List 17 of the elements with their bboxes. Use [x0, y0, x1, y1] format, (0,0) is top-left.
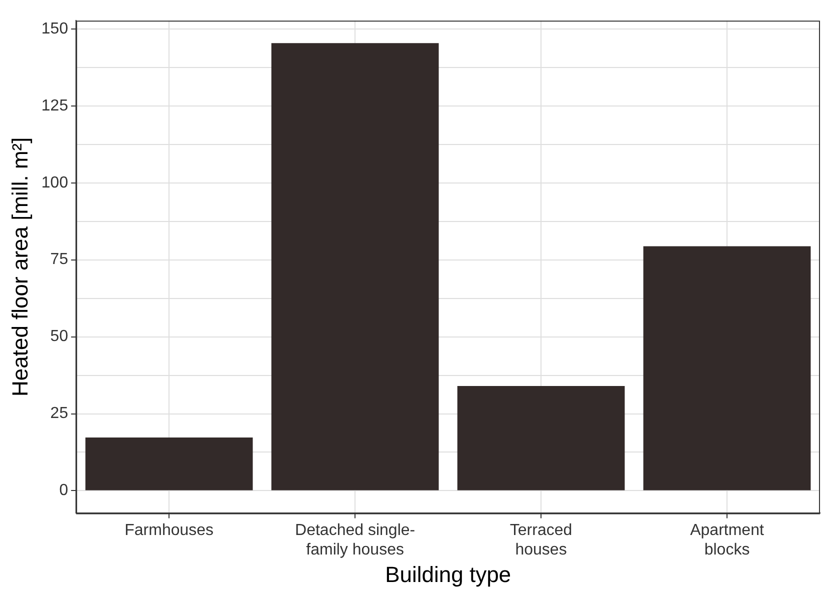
bar — [85, 437, 253, 490]
y-tick-label: 75 — [50, 251, 68, 268]
bar — [271, 43, 439, 490]
bar — [457, 386, 625, 490]
y-tick-label: 150 — [41, 20, 68, 38]
y-axis-title: Heated floor area [mill. m²] — [7, 137, 32, 396]
x-tick-label: Detached single- family houses — [295, 522, 416, 558]
y-tick-label: 50 — [50, 328, 68, 346]
y-tick-label: 125 — [41, 97, 68, 114]
x-tick-label: Apartment blocks — [690, 522, 764, 558]
y-tick-label: 100 — [41, 174, 68, 192]
y-tick-label: 25 — [50, 405, 68, 422]
bar — [643, 246, 811, 490]
y-tick-label: 0 — [59, 482, 68, 500]
x-tick-label: Terraced houses — [510, 522, 572, 558]
x-tick-label: Farmhouses — [124, 522, 214, 540]
x-axis-title: Building type — [385, 562, 512, 587]
